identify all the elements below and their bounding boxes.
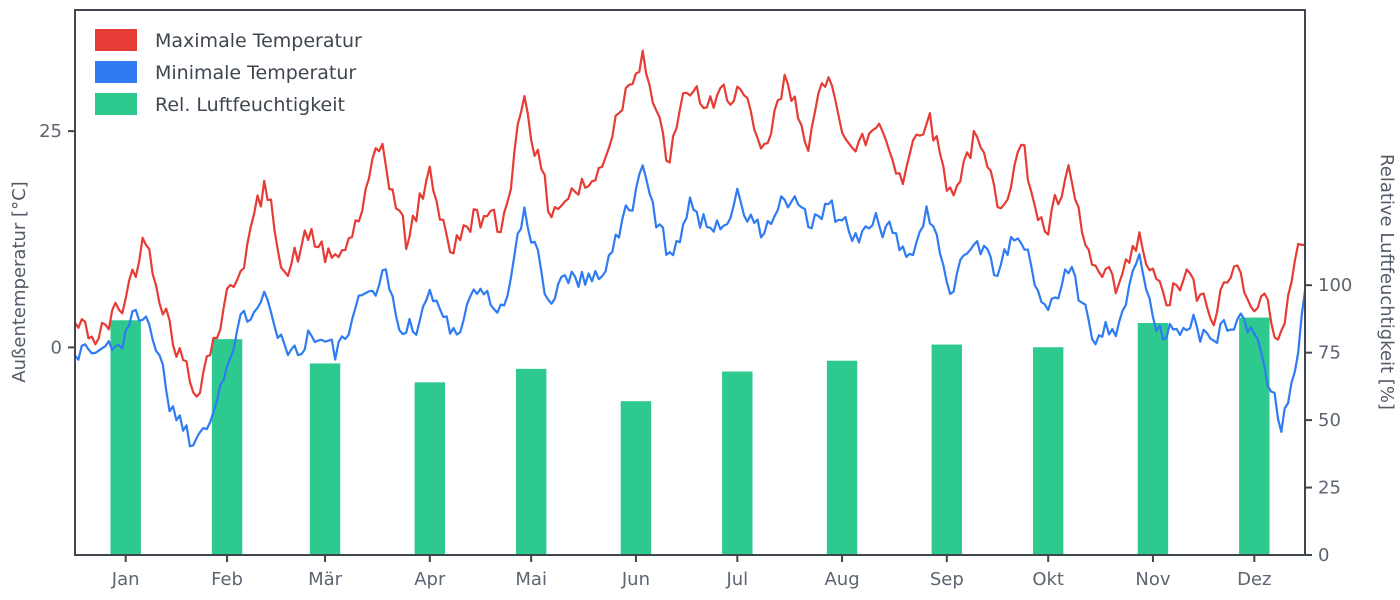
- humidity-bar: [620, 401, 652, 555]
- x-axis-tick-label: Mär: [308, 569, 343, 590]
- x-axis-tick-label: Jan: [111, 569, 140, 590]
- temperature-lines: [73, 49, 1307, 448]
- legend-item-max-temp: Maximale Temperatur: [95, 29, 362, 52]
- legend-swatch-max-temp: [95, 29, 137, 51]
- legend-swatch-humidity: [95, 93, 137, 115]
- right-axis-tick-label: 0: [1318, 545, 1329, 566]
- humidity-bar: [515, 368, 547, 555]
- humidity-bar: [211, 339, 243, 555]
- min-temp-line: [73, 164, 1307, 448]
- plot-frame: [74, 9, 1306, 556]
- x-axis-tick-label: Jun: [621, 569, 650, 590]
- humidity-bar: [309, 363, 341, 555]
- legend-item-humidity: Rel. Luftfeuchtigkeit: [95, 93, 345, 116]
- x-axis-tick-label: Apr: [414, 569, 446, 590]
- right-axis-tick-label: 25: [1318, 478, 1341, 499]
- humidity-bar: [1239, 317, 1270, 555]
- legend-label-humidity: Rel. Luftfeuchtigkeit: [155, 94, 345, 116]
- humidity-bar: [110, 320, 141, 555]
- x-axis-tick-label: Mai: [515, 569, 547, 590]
- legend-label-min-temp: Minimale Temperatur: [155, 62, 356, 84]
- right-axis-label: Relative Luftfeuchtigkeit [%]: [1376, 154, 1397, 410]
- humidity-bar: [1032, 347, 1064, 555]
- left-axis-tick-label: 25: [39, 121, 62, 142]
- legend-label-max-temp: Maximale Temperatur: [155, 30, 362, 52]
- right-axis-tick-label: 100: [1318, 275, 1352, 296]
- humidity-bar: [1137, 322, 1169, 555]
- left-axis-label: Außentemperatur [°C]: [9, 181, 30, 382]
- x-axis-tick-label: Sep: [930, 569, 964, 590]
- x-axis-tick-label: Okt: [1032, 569, 1064, 590]
- legend: Maximale Temperatur Minimale Temperatur …: [95, 29, 362, 116]
- legend-swatch-min-temp: [95, 61, 137, 83]
- humidity-bars: [110, 317, 1270, 555]
- max-temp-line: [73, 49, 1307, 398]
- x-axis-tick-label: Aug: [824, 569, 859, 590]
- humidity-bar: [414, 382, 446, 555]
- x-axis-tick-label: Nov: [1135, 569, 1170, 590]
- right-axis-tick-label: 50: [1318, 410, 1341, 431]
- x-axis-tick-label: Feb: [211, 569, 243, 590]
- right-axis-tick-label: 75: [1318, 343, 1341, 364]
- x-axis-tick-label: Jul: [725, 569, 748, 590]
- left-axis-tick-label: 0: [51, 337, 62, 358]
- humidity-bar: [931, 344, 963, 555]
- axis-ticks: 0 25 0 25 50 75 100 Jan Feb Mär Apr Mai Jun Jul Aug Sep…: [39, 121, 1352, 590]
- humidity-bar: [826, 360, 858, 555]
- humidity-bar: [722, 371, 753, 555]
- x-axis-tick-label: Dez: [1237, 569, 1271, 590]
- legend-item-min-temp: Minimale Temperatur: [95, 61, 356, 84]
